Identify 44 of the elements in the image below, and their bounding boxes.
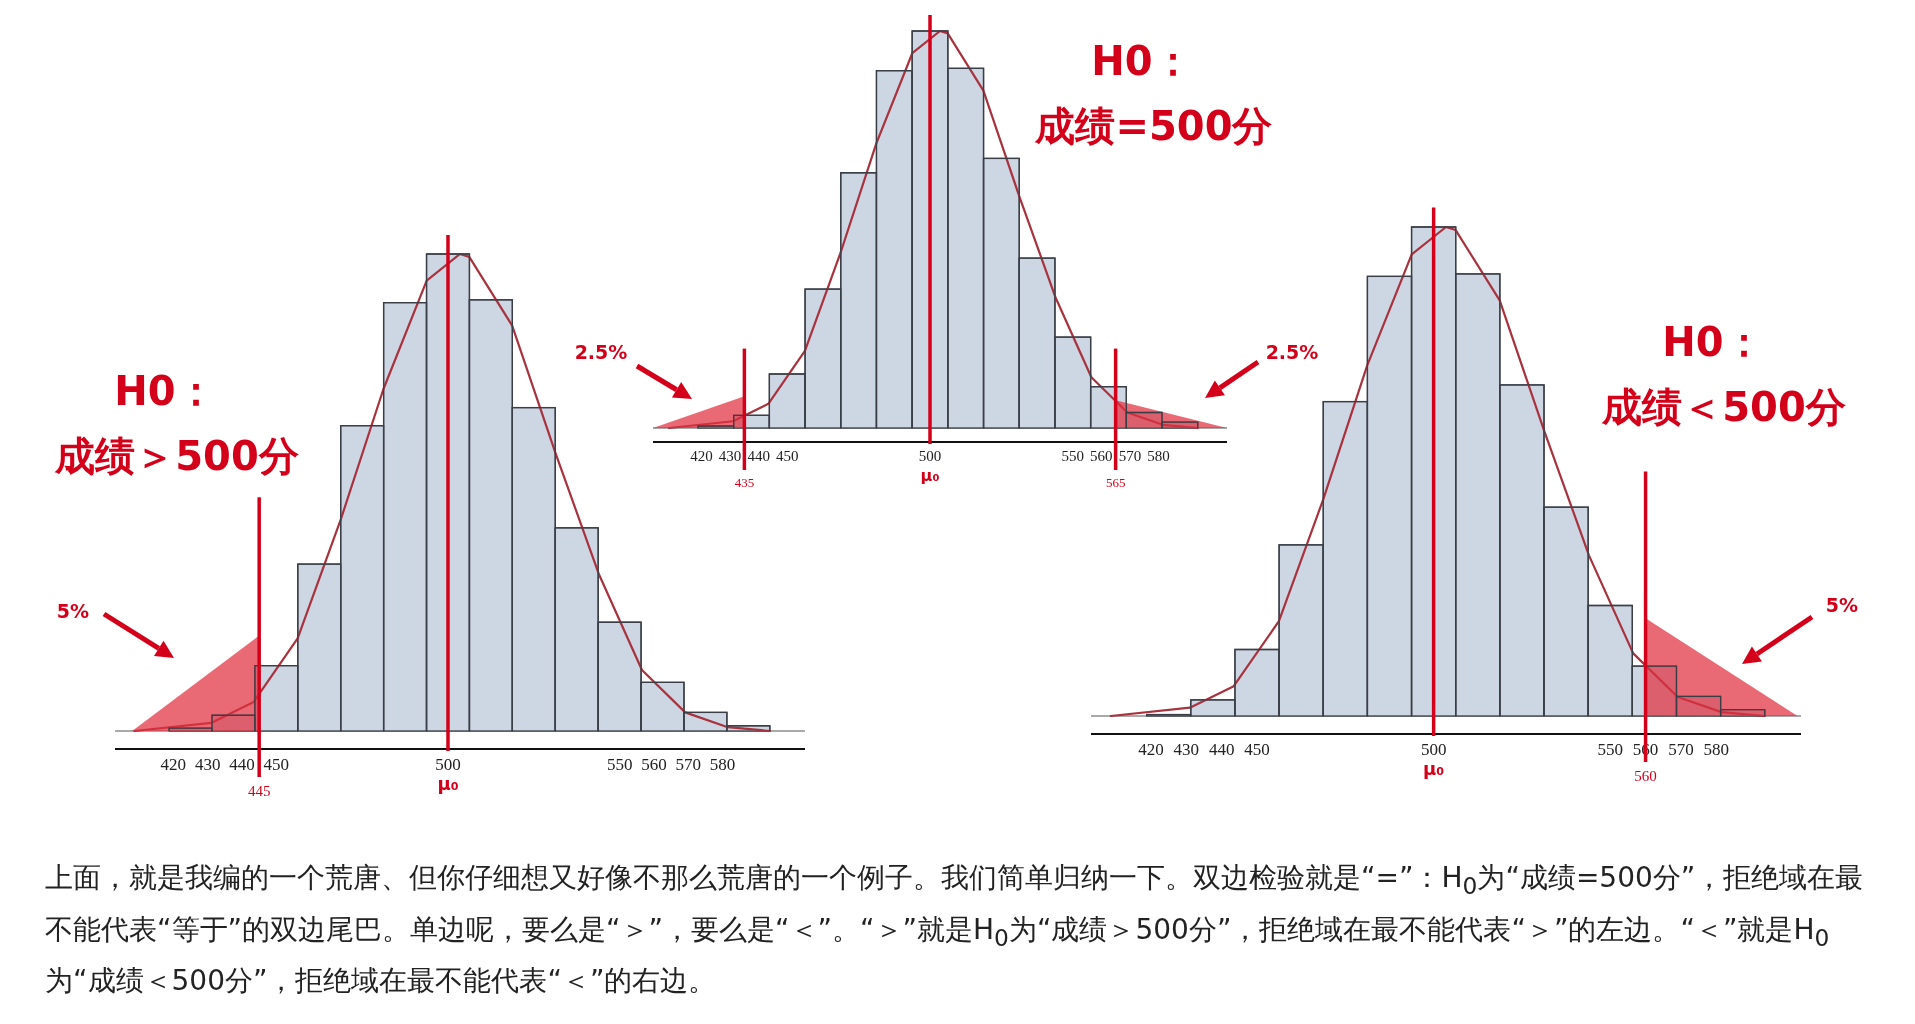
x-tick-label: 450 (263, 755, 290, 774)
x-tick-label: 440 (1208, 740, 1235, 759)
x-tick-label: 570 (1668, 740, 1694, 759)
ref-line-label: 565 (1105, 475, 1126, 490)
text: H0： (114, 368, 216, 414)
text: 成绩＞500分 (54, 433, 299, 479)
x-tick-label: 570 (675, 755, 702, 774)
x-tick-label: 550 (606, 755, 633, 774)
x-tick-label: 430 (1173, 740, 1200, 759)
x-tick-label: 420 (160, 755, 187, 774)
x-tick-label: 420 (690, 448, 713, 464)
ref-line-label: μ₀ (437, 773, 459, 794)
chart-title: H0： (1091, 38, 1193, 84)
x-tick-label: 580 (1703, 740, 1729, 759)
x-tick-label: 450 (1244, 740, 1270, 759)
x-tick-label: 500 (1420, 740, 1447, 759)
x-tick-label: 500 (435, 755, 461, 774)
x-tick-label: 550 (1061, 448, 1085, 464)
text: 5% (56, 600, 90, 622)
ref-line-label: 435 (734, 475, 755, 490)
text: 上面，就是我编的一个荒唐、但你仔细想又好像不那么荒唐的一个例子。我们简单归纳一下。双边检验就是“=”：H$_{0}$为“成绩=500分”，拒绝域在最不能代表“等于”的双边尾巴。单边呢，要么是“＞”，要么是“＜”。“＞”就是H$_{0}$为“成绩＞500分”，拒绝域在最不能代表“＞”的左边。“＜”就是H$_{0}$为“成绩＜500分”，拒绝域在最不能代表“＜”的右边。 (45, 861, 1864, 998)
ref-line-label: 560 (1634, 768, 1657, 784)
x-tick-label: 440 (229, 755, 255, 774)
ref-line-label: μ₀ (920, 466, 940, 485)
x-tick-label: 560 (641, 755, 667, 774)
x-tick-label: 500 (918, 448, 942, 464)
text: 5% (1825, 594, 1859, 616)
text: H0： (1662, 319, 1764, 365)
ref-line-label: μ₀ (1423, 758, 1445, 779)
x-tick-label: 420 (1138, 740, 1164, 759)
x-tick-label: 580 (709, 755, 736, 774)
annotation: 2.5% (1265, 341, 1319, 363)
ref-line-label: 445 (247, 783, 271, 799)
x-tick-label: 580 (1147, 448, 1170, 464)
x-tick-label: 570 (1118, 448, 1142, 464)
annotation: 2.5% (574, 341, 628, 363)
text: 成绩＜500分 (1601, 384, 1846, 430)
x-tick-label: 430 (718, 448, 742, 464)
x-tick-label: 430 (194, 755, 221, 774)
x-tick-label: 550 (1597, 740, 1623, 759)
text: 成绩=500分 (1034, 103, 1273, 149)
x-tick-label: 450 (775, 448, 799, 464)
x-tick-label: 440 (747, 448, 770, 464)
x-tick-label: 560 (1090, 448, 1113, 464)
